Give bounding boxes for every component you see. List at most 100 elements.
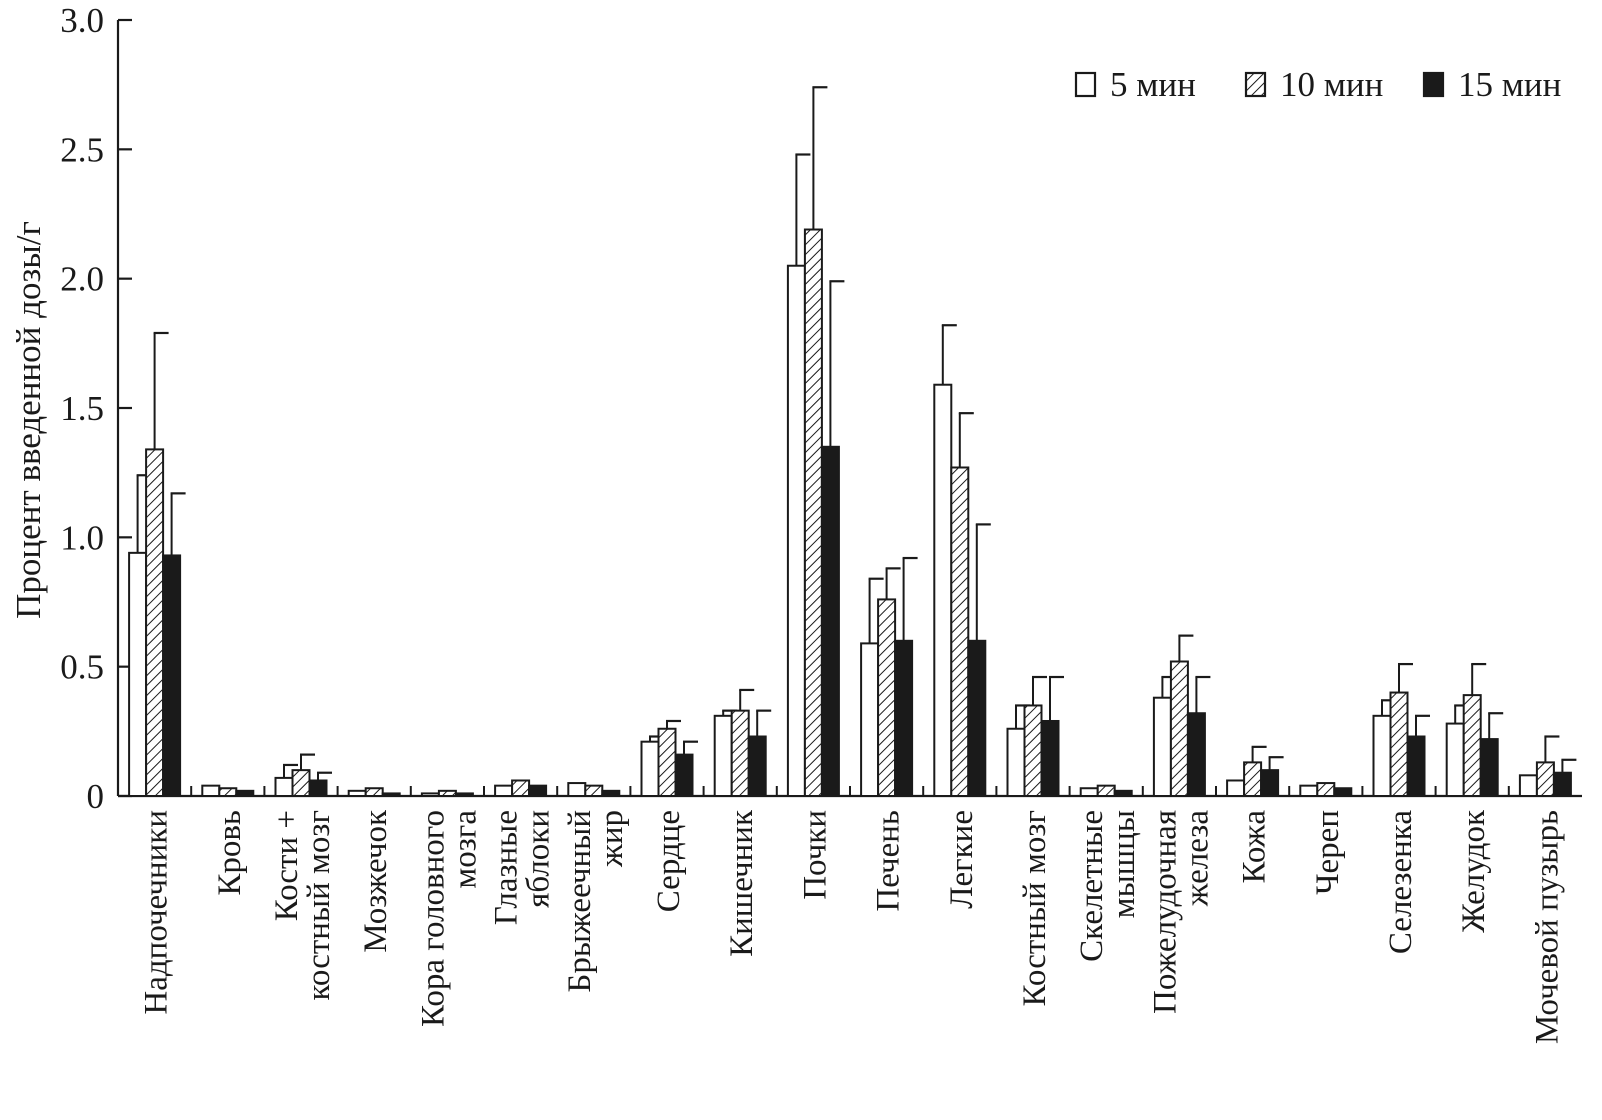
bar-group [1079, 784, 1133, 797]
bar [860, 642, 880, 797]
bar [730, 709, 750, 798]
bar [274, 776, 294, 797]
legend-label-10-min: 10 мин [1280, 65, 1383, 104]
bar-group [128, 331, 186, 797]
legend-swatch-15-min [1422, 71, 1445, 98]
category-label: Череп [1310, 810, 1346, 895]
bar [1260, 769, 1280, 798]
legend: 5 мин 10 мин 15 мин [1074, 65, 1561, 104]
bar [1096, 784, 1116, 797]
bar [933, 383, 953, 797]
y-tick-label: 1.5 [60, 389, 104, 428]
bar [786, 264, 806, 797]
legend-label-15-min: 15 мин [1458, 65, 1561, 104]
bar [820, 445, 840, 797]
bar [894, 639, 914, 797]
bar [162, 554, 182, 797]
x-axis [118, 786, 1582, 798]
bar [567, 782, 587, 797]
bar [950, 466, 970, 797]
bar-group [494, 779, 548, 797]
y-tick-label: 0 [87, 777, 105, 816]
category-labels: Надпочечники Кровь Кости +костный мозг Мозж… [139, 809, 1566, 1044]
bar [528, 784, 548, 797]
legend-swatch-5-min [1074, 71, 1097, 98]
bar [308, 779, 328, 797]
bar [674, 753, 694, 798]
bar [437, 789, 457, 797]
category-label: Легкие [944, 810, 980, 909]
legend-swatch-10-min [1244, 71, 1267, 98]
bar-group [274, 753, 332, 798]
bar-group [933, 324, 991, 797]
bar [1186, 712, 1206, 798]
bar [1372, 714, 1392, 798]
bar-group [1006, 675, 1064, 798]
y-tick-label: 0.5 [60, 648, 104, 687]
bar-group [1372, 662, 1430, 798]
bar-group [1518, 735, 1577, 798]
bar [1299, 784, 1319, 797]
bar [640, 740, 660, 797]
bar [145, 448, 165, 797]
bar [291, 769, 311, 798]
bar [1226, 779, 1246, 797]
bar [1040, 719, 1060, 798]
bar [511, 779, 531, 797]
bar-group [1299, 782, 1353, 797]
bar-group [713, 688, 772, 798]
bar [128, 551, 148, 797]
category-label: Кора головного [415, 810, 451, 1027]
bar [877, 598, 897, 797]
bar [1552, 771, 1572, 797]
bar [1169, 660, 1189, 798]
bar [1152, 696, 1172, 797]
y-axis-label: Процент введенной дозы/г [9, 221, 48, 619]
category-label: Почки [797, 810, 833, 900]
bar [1243, 761, 1263, 798]
category-label: Брыжеечный [562, 810, 598, 993]
bar [1006, 727, 1026, 797]
category-label: Желудок [1456, 809, 1492, 933]
category-label: Кишечник [724, 809, 760, 957]
bar-group [1226, 745, 1284, 798]
bar-group [860, 556, 918, 797]
bar [657, 727, 677, 797]
category-label: Мочевой пузырь [1529, 810, 1565, 1044]
bar [1462, 694, 1482, 797]
bar [1079, 787, 1099, 797]
bar [1535, 761, 1555, 798]
bar [494, 784, 514, 797]
bar [1316, 782, 1336, 797]
category-label: мышцы [1106, 810, 1142, 918]
bar-group [420, 789, 474, 797]
category-label: Пожелудочная [1147, 810, 1183, 1014]
bar-group [1152, 634, 1211, 798]
bar [1518, 774, 1538, 797]
bar [1479, 738, 1499, 797]
legend-label-5-min: 5 мин [1110, 65, 1196, 104]
bar [201, 784, 221, 797]
bar [747, 735, 767, 797]
y-axis: 0 0.5 1.0 1.5 2.0 2.5 3.0 [60, 1, 132, 816]
category-label: Надпочечники [139, 810, 175, 1015]
bar-group [786, 86, 845, 797]
category-label: железа [1179, 810, 1215, 908]
y-tick-label: 2.0 [60, 260, 104, 299]
bar [1023, 704, 1043, 798]
bar-group [1445, 662, 1504, 797]
y-tick-label: 1.0 [60, 518, 104, 557]
category-label: яблоки [521, 810, 557, 908]
category-label: мозга [447, 810, 483, 889]
category-label: Кожа [1237, 810, 1273, 884]
category-label: Сердце [651, 810, 687, 912]
bar [454, 792, 474, 797]
category-label: костный мозг [301, 810, 337, 1000]
bar [1113, 789, 1133, 797]
category-label: Костный мозг [1017, 810, 1053, 1006]
category-label: Скелетные [1074, 810, 1110, 962]
bar [803, 228, 823, 797]
category-label: жир [594, 810, 630, 868]
bar [601, 789, 621, 797]
